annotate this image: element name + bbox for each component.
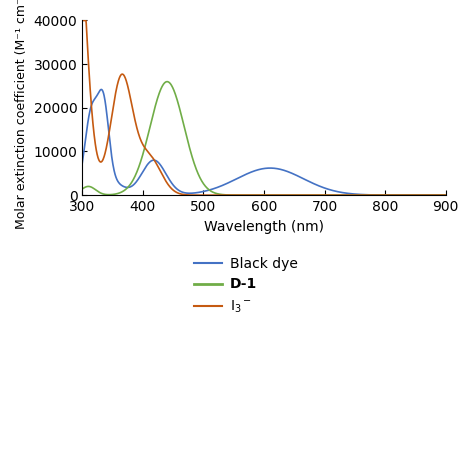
X-axis label: Wavelength (nm): Wavelength (nm) bbox=[204, 219, 324, 234]
Y-axis label: Molar extinction coefficient (M⁻¹ cm⁻¹): Molar extinction coefficient (M⁻¹ cm⁻¹) bbox=[15, 0, 28, 228]
Legend: Black dye, D-1, I$_3$$^-$: Black dye, D-1, I$_3$$^-$ bbox=[188, 251, 303, 320]
